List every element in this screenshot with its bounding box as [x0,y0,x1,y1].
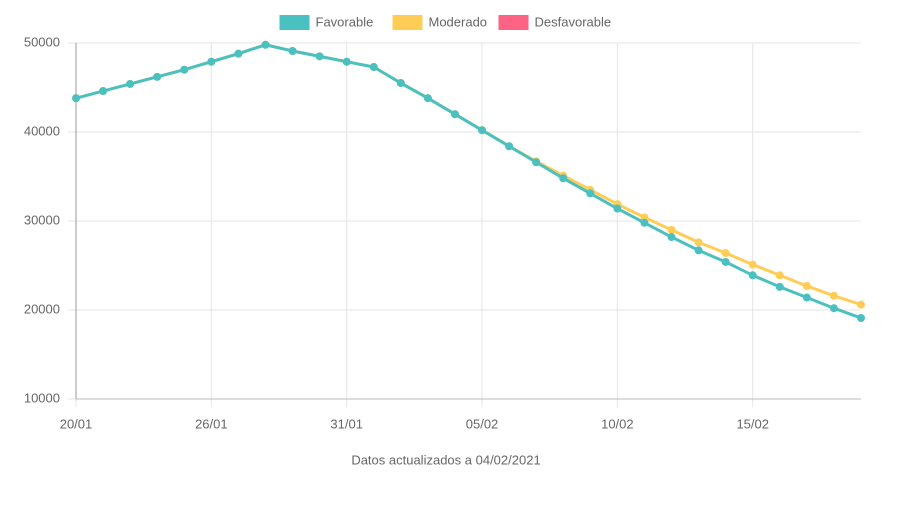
point [694,238,703,247]
point [775,271,784,280]
legend-swatch [279,15,310,30]
point [640,218,649,227]
point [775,282,784,291]
legend-label: Favorable [316,14,374,29]
point [261,40,270,49]
x-tick-label: 26/01 [195,416,228,431]
point [586,189,595,198]
series-line [75,43,862,320]
point [207,57,216,66]
y-tick-label: 40000 [24,123,60,138]
point [72,94,80,103]
point [315,52,324,61]
legend-swatch [392,15,423,30]
y-tick-label: 50000 [24,34,60,49]
point [613,204,622,213]
point [802,281,811,290]
point [829,304,838,313]
point [748,271,757,280]
point [667,225,676,234]
series-line [75,43,862,307]
point [450,110,459,119]
legend-label: Moderado [429,14,488,29]
point [829,291,838,300]
x-tick-label: 05/02 [466,416,499,431]
point [396,79,405,88]
point [423,94,432,103]
point [748,260,757,269]
point [99,87,108,96]
point [234,49,243,58]
point [694,246,703,255]
point [342,57,351,66]
point [180,65,189,74]
point [857,314,865,323]
point [126,79,135,88]
x-tick-label: 20/01 [60,416,93,431]
point [288,47,297,56]
y-tick-label: 30000 [24,212,60,227]
point [721,257,730,266]
point [667,233,676,242]
legend-swatch [498,15,529,30]
point [153,72,162,81]
x-tick-label: 31/01 [330,416,363,431]
legend-label: Desfavorable [535,14,612,29]
y-tick-label: 10000 [24,390,60,405]
x-tick-label: 15/02 [736,416,769,431]
point [802,293,811,302]
point [505,142,514,151]
y-tick-label: 20000 [24,301,60,316]
point [721,249,730,258]
point [369,63,378,72]
point [559,174,568,183]
point [857,300,865,309]
footnote: Datos actualizados a 04/02/2021 [351,452,540,467]
x-tick-label: 10/02 [601,416,634,431]
point [532,158,541,167]
point [478,126,487,135]
